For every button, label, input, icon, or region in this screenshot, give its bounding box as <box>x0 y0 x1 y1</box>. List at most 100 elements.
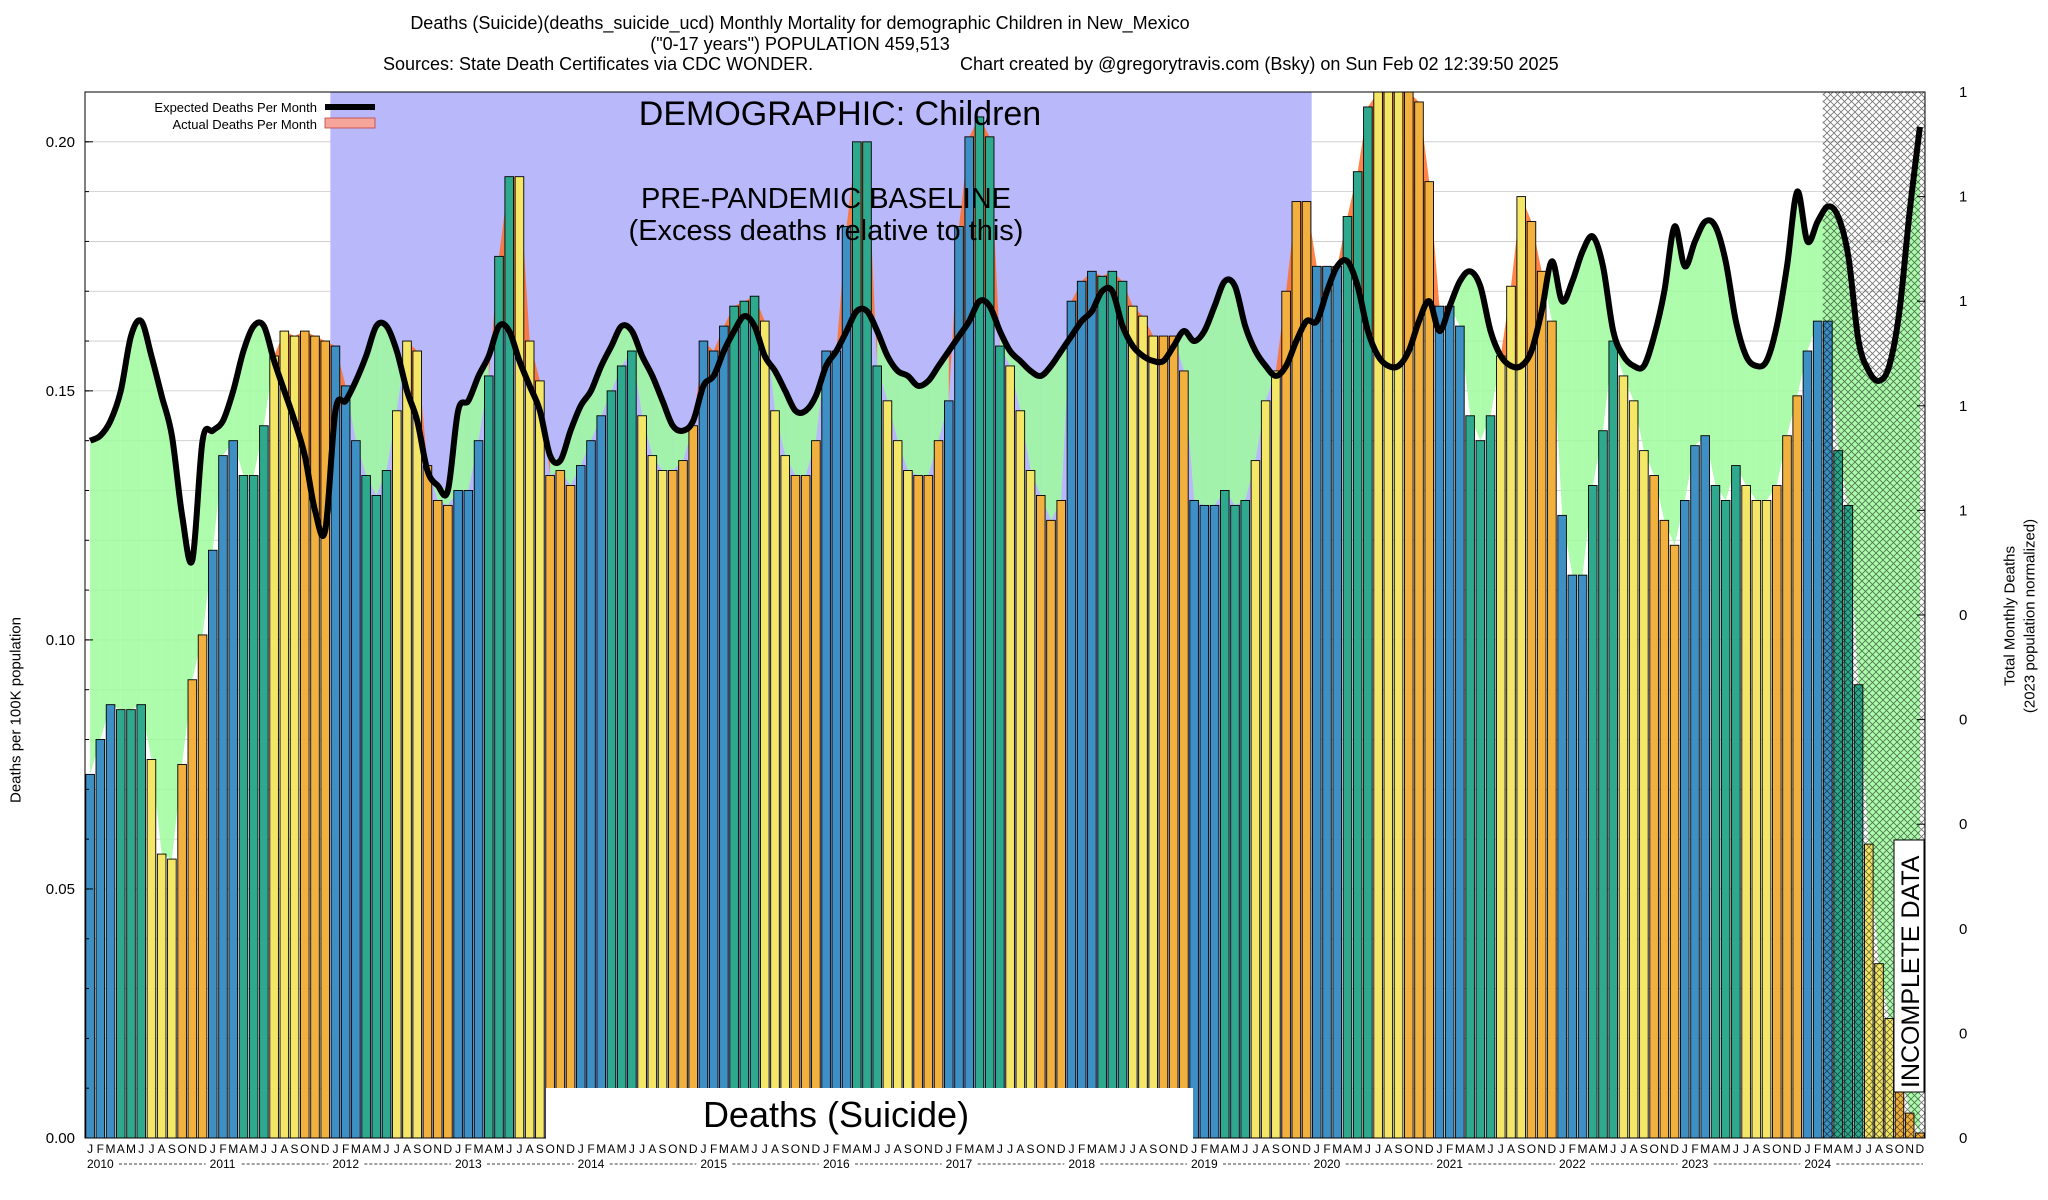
x-month-label: J <box>506 1142 512 1156</box>
x-month-label: O <box>668 1142 677 1156</box>
deficit-segment <box>1735 321 1747 486</box>
x-month-label: J <box>394 1142 400 1156</box>
bar <box>1414 101 1424 1139</box>
bar <box>1158 335 1169 1139</box>
x-month-label: J <box>639 1142 645 1156</box>
bar <box>1598 430 1608 1139</box>
bar <box>1731 465 1741 1139</box>
legend: Expected Deaths Per Month Actual Deaths … <box>154 100 376 132</box>
x-month-label: J <box>1733 1142 1739 1156</box>
bar <box>984 136 995 1139</box>
bar <box>1567 574 1578 1139</box>
deficit-segment <box>1214 281 1225 506</box>
bar <box>136 704 146 1139</box>
x-month-label: S <box>168 1142 176 1156</box>
x-month-label: J <box>578 1142 584 1156</box>
x-month-label: J <box>1488 1142 1494 1156</box>
x-month-label: O <box>1404 1142 1413 1156</box>
x-month-label: F <box>955 1142 962 1156</box>
x-month-label: N <box>1537 1142 1546 1156</box>
x-month-label: A <box>1343 1142 1351 1156</box>
x-month-label: J <box>1252 1142 1258 1156</box>
bar <box>105 704 116 1139</box>
bar <box>310 335 320 1139</box>
bar <box>269 355 279 1139</box>
x-month-label: M <box>1087 1142 1097 1156</box>
bar <box>218 455 228 1139</box>
x-month-label: J <box>1068 1142 1074 1156</box>
bar <box>647 455 658 1139</box>
x-month-label: J <box>148 1142 154 1156</box>
x-month-label: F <box>1446 1142 1453 1156</box>
deficit-segment <box>662 400 673 471</box>
x-month-label: M <box>985 1142 995 1156</box>
x-month-label: D <box>566 1142 575 1156</box>
deficit-segment <box>1715 226 1726 501</box>
bar <box>1250 460 1261 1139</box>
x-month-label: J <box>1498 1142 1504 1156</box>
x-month-label: M <box>126 1142 136 1156</box>
x-month-label: S <box>291 1142 299 1156</box>
x-month-label: A <box>1384 1142 1392 1156</box>
x-month-label: O <box>913 1142 922 1156</box>
x-month-label: J <box>629 1142 635 1156</box>
deficit-segment <box>1040 365 1051 521</box>
deficit-segment <box>815 351 827 441</box>
bar <box>1639 450 1649 1139</box>
bar <box>504 176 514 1139</box>
bar <box>484 375 494 1139</box>
bar <box>1700 435 1710 1139</box>
x-month-label: N <box>1783 1142 1792 1156</box>
bar <box>872 365 882 1139</box>
bar <box>882 400 893 1139</box>
bar <box>892 440 903 1139</box>
x-month-label: M <box>1332 1142 1342 1156</box>
right-tick-label: 0 <box>1959 1130 1967 1147</box>
bar <box>1076 280 1087 1139</box>
deficit-segment <box>120 336 131 710</box>
x-month-label: J <box>261 1142 267 1156</box>
bar <box>1720 499 1731 1139</box>
bar <box>1444 305 1455 1139</box>
bar <box>351 440 361 1139</box>
bar <box>1802 350 1813 1139</box>
bar <box>1485 415 1496 1139</box>
bar <box>1772 485 1782 1139</box>
x-month-label: J <box>1120 1142 1126 1156</box>
right-tick-label: 0 <box>1959 816 1967 833</box>
bar <box>1138 315 1148 1139</box>
x-month-label: O <box>1527 1142 1536 1156</box>
x-year-label: 2012 <box>332 1157 359 1171</box>
deficit-segment <box>468 375 479 491</box>
x-month-label: J <box>752 1142 758 1156</box>
x-month-label: D <box>1916 1142 1925 1156</box>
x-month-label: A <box>1589 1142 1597 1156</box>
y-axis-label-left-wrap: Deaths per 100K population <box>4 560 34 803</box>
bar <box>443 504 453 1139</box>
x-month-label: A <box>1875 1142 1883 1156</box>
x-month-label: A <box>1834 1142 1842 1156</box>
bar <box>177 763 187 1139</box>
bar <box>1117 280 1128 1139</box>
x-month-label: J <box>332 1142 338 1156</box>
chart-title: Deaths (Suicide)(deaths_suicide_ucd) Mon… <box>410 13 1190 33</box>
bar <box>1792 395 1802 1139</box>
x-month-label: J <box>1610 1142 1616 1156</box>
deficit-segment <box>100 420 111 740</box>
bar <box>1189 499 1199 1139</box>
x-month-label: A <box>648 1142 656 1156</box>
bar <box>1066 300 1077 1139</box>
x-year-label: 2011 <box>210 1157 236 1171</box>
deficit-segment <box>887 355 898 441</box>
x-month-label: J <box>384 1142 390 1156</box>
x-month-label: J <box>700 1142 706 1156</box>
deficit-segment <box>161 395 172 860</box>
x-month-label: J <box>271 1142 277 1156</box>
bar <box>637 415 647 1139</box>
x-month-label: J <box>1743 1142 1749 1156</box>
x-month-label: M <box>1823 1142 1833 1156</box>
x-month-label: N <box>433 1142 442 1156</box>
x-year-label: 2015 <box>700 1157 727 1171</box>
bar <box>668 470 678 1139</box>
x-month-label: J <box>1682 1142 1688 1156</box>
